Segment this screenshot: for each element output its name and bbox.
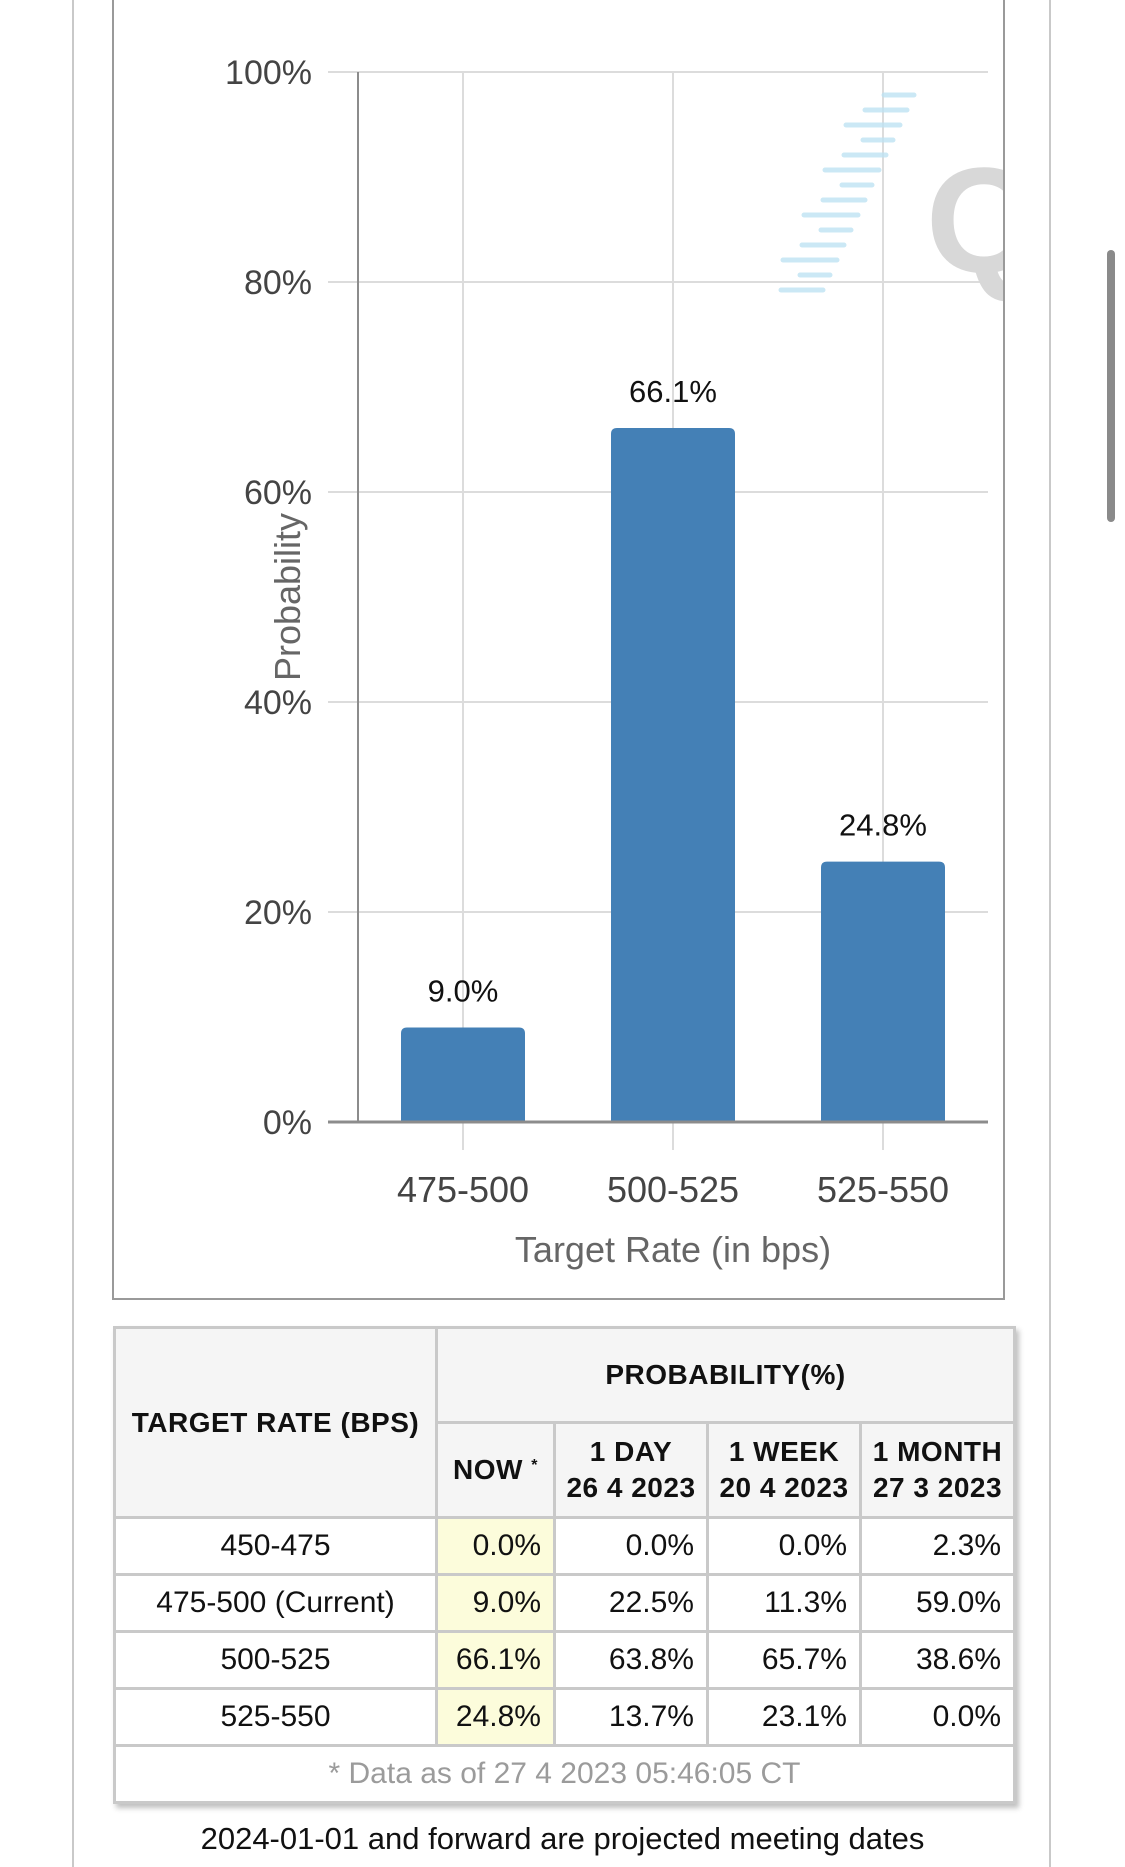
y-tick-label: 60% bbox=[244, 474, 312, 512]
week-cell: 65.7% bbox=[706, 1630, 862, 1690]
bar-500-525 bbox=[611, 427, 735, 1122]
col-1-day-header: 1 DAY 26 4 2023 bbox=[553, 1421, 709, 1519]
probability-header: PROBABILITY(%) bbox=[434, 1326, 1017, 1424]
bar-value-label: 66.1% bbox=[629, 374, 717, 409]
day-cell: 0.0% bbox=[553, 1516, 709, 1576]
now-cell: 24.8% bbox=[435, 1687, 556, 1747]
col-1-week-header: 1 WEEK 20 4 2023 bbox=[706, 1421, 862, 1519]
day-cell: 13.7% bbox=[553, 1687, 709, 1747]
col-1-month-header: 1 MONTH 27 3 2023 bbox=[858, 1421, 1017, 1519]
y-tick-label: 40% bbox=[244, 684, 312, 722]
month-cell: 38.6% bbox=[858, 1630, 1017, 1690]
y-tick-label: 80% bbox=[244, 264, 312, 302]
chart-panel: Q 9.0% 66.1% 24.8% 0% 20% 40% 60% 80% 100% 475-5… bbox=[112, 0, 1005, 1300]
bar-value-label: 9.0% bbox=[428, 974, 499, 1009]
probability-bar-chart: Q 9.0% 66.1% 24.8% 0% 20% 40% 60% 80% 100% 475-5… bbox=[225, 54, 1003, 1270]
data-timestamp-footnote: * Data as of 27 4 2023 05:46:05 CT bbox=[112, 1744, 1017, 1804]
y-tick-label: 100% bbox=[225, 54, 312, 92]
y-tick-label: 20% bbox=[244, 894, 312, 932]
month-cell: 2.3% bbox=[858, 1516, 1017, 1576]
page-frame-left bbox=[72, 0, 74, 1867]
x-tick-label: 475-500 bbox=[397, 1169, 529, 1210]
y-tick-label: 0% bbox=[263, 1104, 312, 1142]
week-cell: 23.1% bbox=[706, 1687, 862, 1747]
table-row: 500-525 66.1% 63.8% 65.7% 38.6% bbox=[113, 1630, 1017, 1690]
target-rate-header: TARGET RATE (BPS) bbox=[113, 1326, 438, 1519]
table-row: 475-500 (Current) 9.0% 22.5% 11.3% 59.0% bbox=[113, 1573, 1017, 1633]
table-row: 450-475 0.0% 0.0% 0.0% 2.3% bbox=[113, 1516, 1017, 1576]
probability-table: TARGET RATE (BPS) PROBABILITY(%) NOW * 1… bbox=[112, 1326, 1017, 1804]
month-cell: 59.0% bbox=[858, 1573, 1017, 1633]
table-row: 525-550 24.8% 13.7% 23.1% 0.0% bbox=[113, 1687, 1017, 1747]
y-axis-title: Probability bbox=[267, 513, 308, 681]
now-cell: 66.1% bbox=[435, 1630, 556, 1690]
rate-cell: 450-475 bbox=[113, 1516, 438, 1576]
watermark-letter: Q bbox=[926, 136, 1003, 304]
projected-dates-note: 2024-01-01 and forward are projected mee… bbox=[200, 1821, 925, 1856]
bar-value-label: 24.8% bbox=[839, 808, 927, 843]
bar-525-550 bbox=[821, 861, 945, 1122]
x-tick-label: 525-550 bbox=[817, 1169, 949, 1210]
x-axis-title: Target Rate (in bps) bbox=[515, 1229, 831, 1270]
vertical-scrollbar[interactable] bbox=[1107, 250, 1115, 522]
day-cell: 22.5% bbox=[553, 1573, 709, 1633]
now-cell: 9.0% bbox=[435, 1573, 556, 1633]
now-cell: 0.0% bbox=[435, 1516, 556, 1576]
month-cell: 0.0% bbox=[858, 1687, 1017, 1747]
bar-475-500 bbox=[401, 1027, 525, 1122]
col-now-header: NOW * bbox=[435, 1421, 556, 1519]
rate-cell: 500-525 bbox=[113, 1630, 438, 1690]
day-cell: 63.8% bbox=[553, 1630, 709, 1690]
week-cell: 11.3% bbox=[706, 1573, 862, 1633]
week-cell: 0.0% bbox=[706, 1516, 862, 1576]
quikstrike-watermark-icon: Q bbox=[778, 92, 1003, 304]
rate-cell: 475-500 (Current) bbox=[113, 1573, 438, 1633]
page-frame-right bbox=[1049, 0, 1051, 1867]
x-tick-label: 500-525 bbox=[607, 1169, 739, 1210]
rate-cell: 525-550 bbox=[113, 1687, 438, 1747]
